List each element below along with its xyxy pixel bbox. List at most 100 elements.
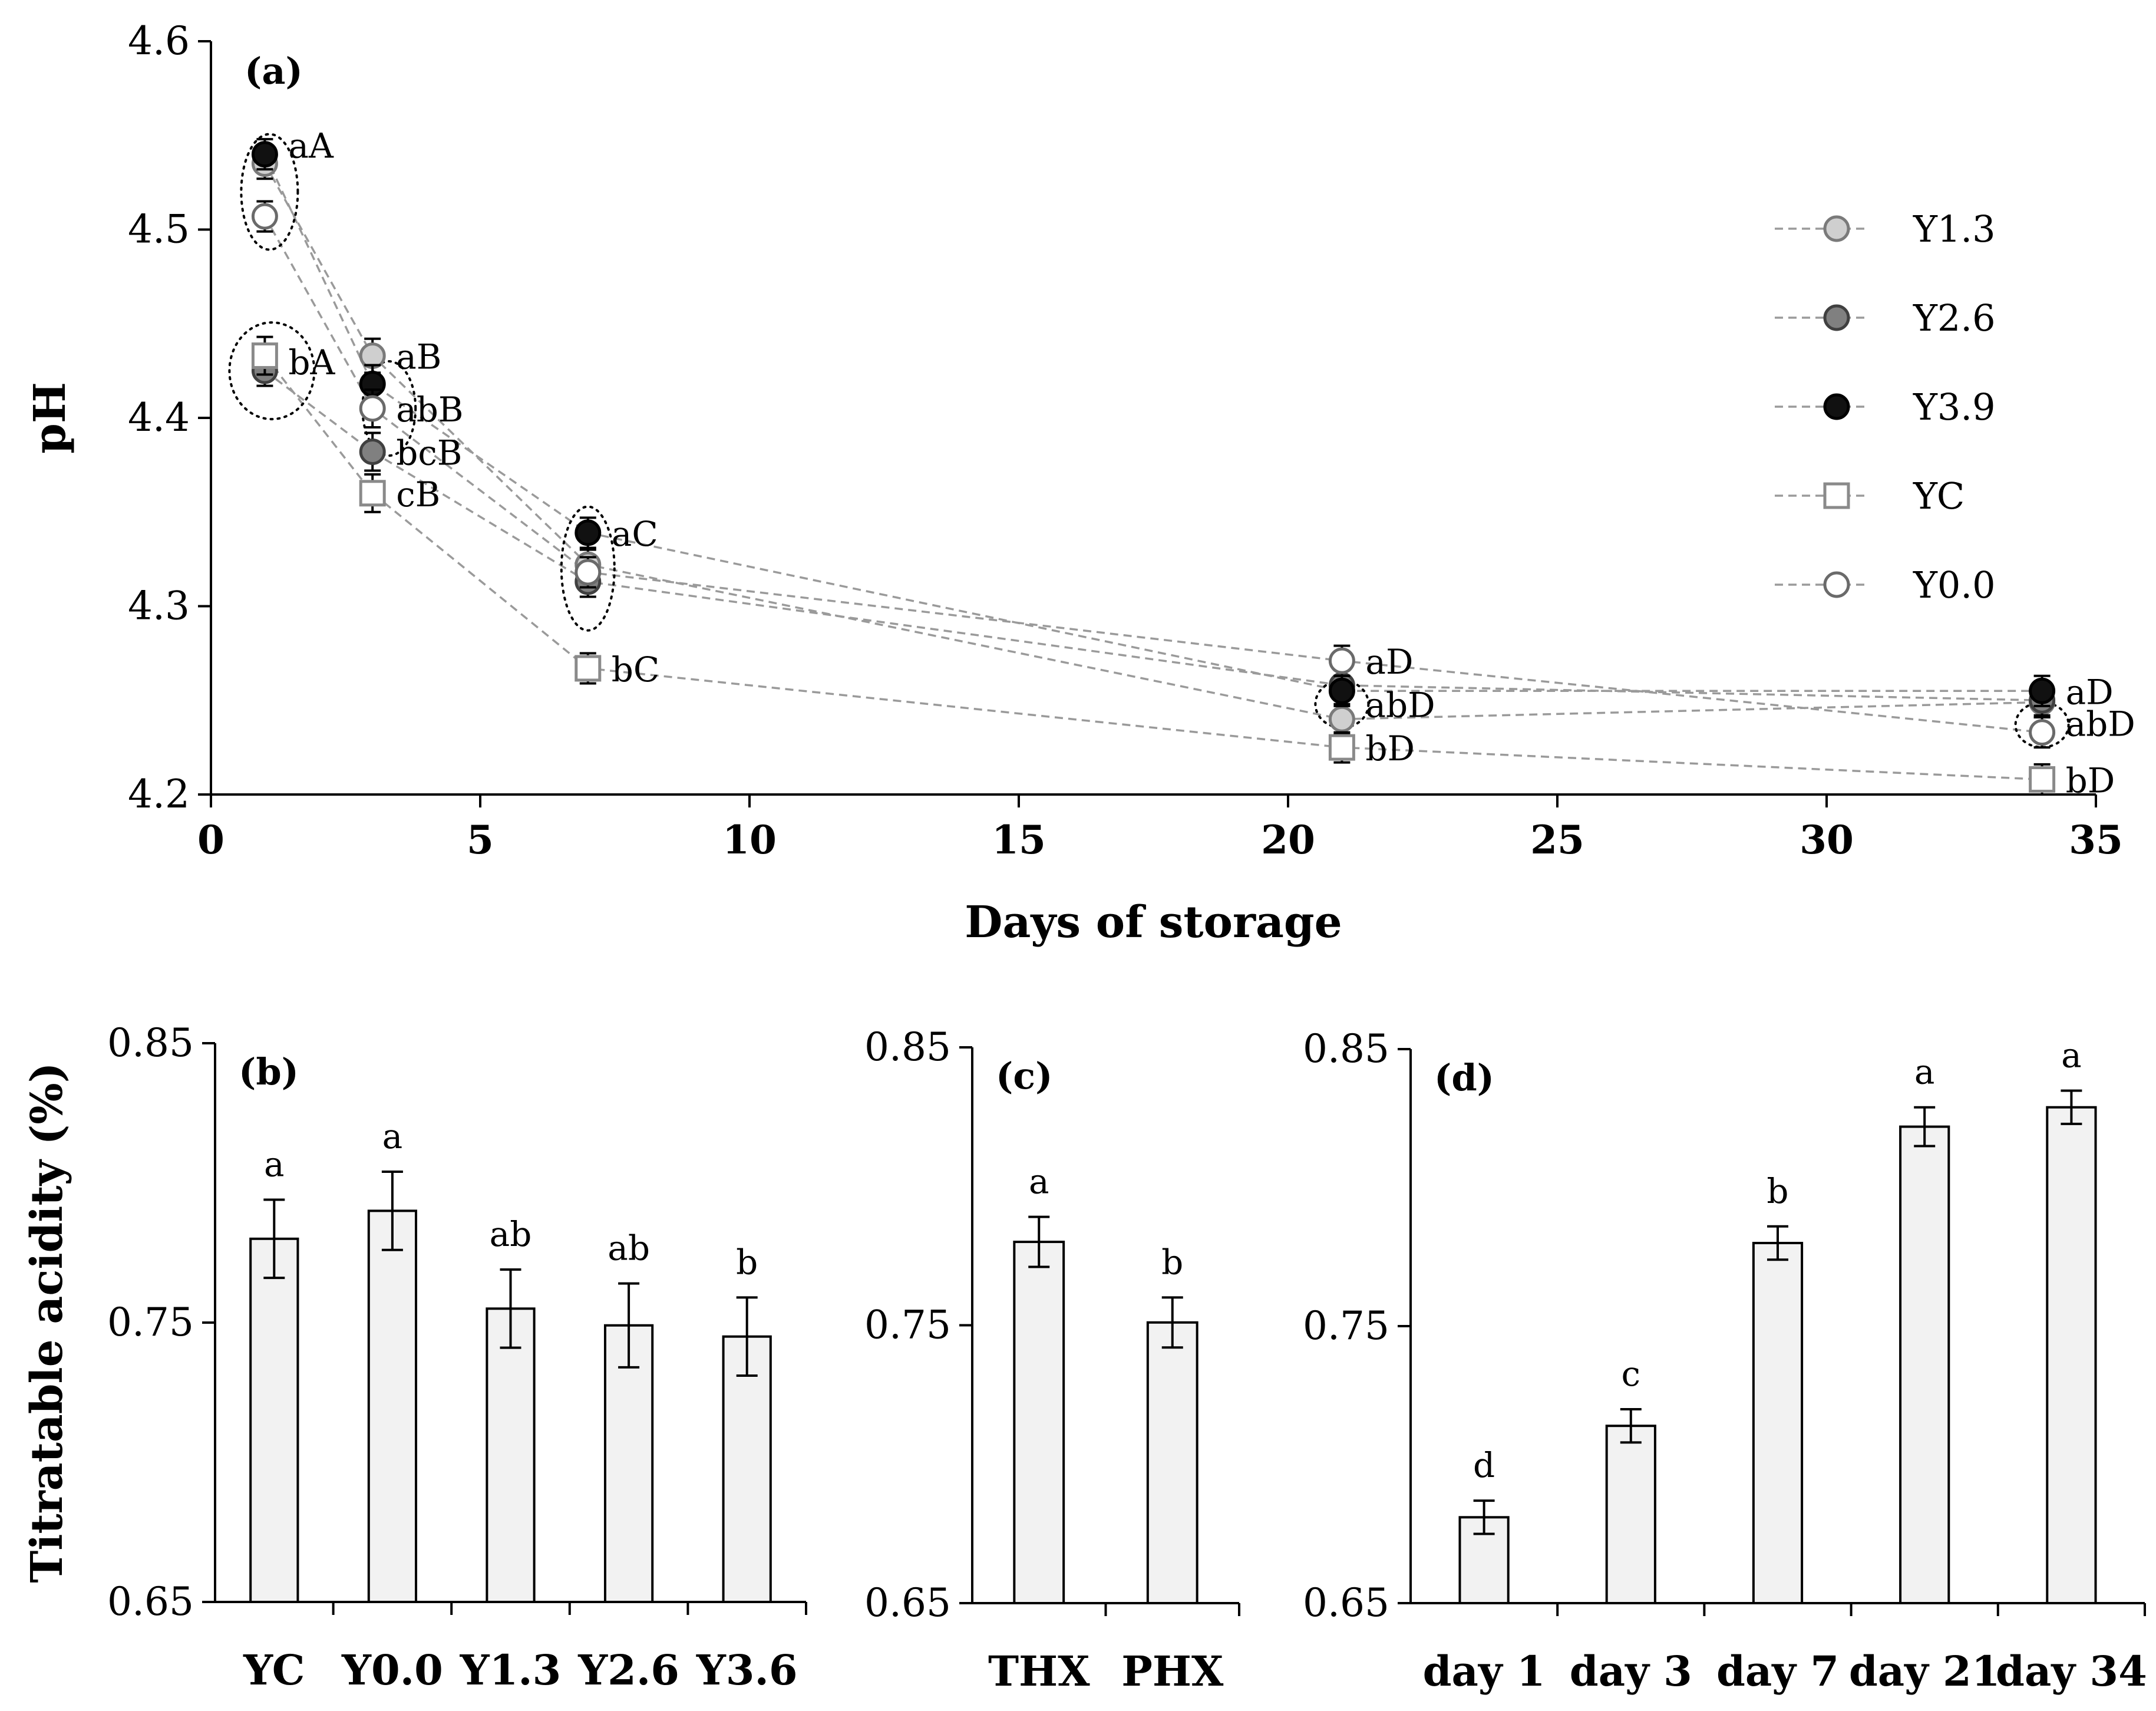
y-tick-label: 0.75 [864, 1303, 951, 1348]
series-line-YC [264, 355, 2042, 781]
x-tick-label: 35 [2069, 817, 2123, 863]
x-category-label: PHX [1121, 1647, 1224, 1696]
significance-label: bC [612, 650, 660, 690]
bar-THX [1013, 1241, 1065, 1605]
significance-letter: b [736, 1242, 758, 1282]
x-category-label: day 7 [1716, 1647, 1839, 1696]
bar-day-3 [1605, 1425, 1656, 1604]
group-ellipse [228, 321, 316, 421]
legend-marker [1823, 393, 1850, 420]
data-point-Y2.6 [359, 439, 386, 466]
data-point-YC [575, 655, 602, 682]
significance-letter: a [264, 1144, 285, 1184]
legend-marker [1823, 304, 1850, 331]
y-tick-label: 0.65 [864, 1580, 951, 1626]
significance-letter: ab [607, 1228, 650, 1268]
significance-letter: a [1029, 1162, 1049, 1202]
y-tick-label: 4.3 [128, 583, 190, 629]
data-point-Y0.0 [575, 559, 602, 586]
bar-Y3.6 [722, 1335, 772, 1603]
x-category-label: day 21 [1849, 1647, 2000, 1696]
y-tick-label: 4.4 [128, 395, 190, 440]
bar-PHX [1146, 1321, 1198, 1604]
x-tick-label: 30 [1800, 817, 1854, 863]
significance-label: aB [396, 337, 441, 377]
data-point-Y3.9 [575, 519, 602, 546]
legend-label: Y0.0 [1913, 563, 1996, 606]
x-category-label: Y2.6 [577, 1646, 679, 1694]
x-category-label: day 34 [1996, 1647, 2147, 1696]
x-category-label: Y1.3 [460, 1646, 562, 1694]
series-line-Y2.6 [264, 370, 2042, 701]
significance-letter: b [1161, 1242, 1183, 1282]
significance-letter: b [1767, 1171, 1788, 1211]
panel-a-ph-chart: 4.2 4.3 4.4 4.5 4.6 0 5 10 15 20 25 30 35 Days of sto… [25, 18, 2135, 948]
group-ellipse [240, 133, 299, 251]
legend-label: Y1.3 [1913, 207, 1996, 250]
significance-letter: ab [490, 1214, 532, 1254]
significance-label: bA [288, 342, 335, 383]
data-point-YC [2029, 766, 2056, 793]
legend-label: YC [1913, 474, 1964, 517]
bar-day-34 [2046, 1106, 2097, 1604]
y-tick-label: 0.85 [1303, 1026, 1389, 1072]
panel-label: (d) [1434, 1056, 1494, 1099]
x-category-label: day 1 [1423, 1647, 1546, 1696]
panel-c-acidity-by-heating: 0.65 0.75 0.85 a THX b PHX (c) [864, 1024, 1240, 1696]
y-axis-title: Titratable acidity (%) [22, 1062, 72, 1583]
significance-letter: a [2061, 1036, 2082, 1076]
panel-b-acidity-by-treatment: 0.65 0.75 0.85 a YC a Y0.0 ab Y1.3 ab Y2.6 b Y3.6 (b)… [22, 1020, 807, 1694]
group-ellipse [1314, 679, 1370, 729]
data-point-YC [1328, 734, 1355, 761]
significance-label: cB [396, 474, 440, 515]
panel-label: (c) [996, 1054, 1052, 1097]
x-axis-title: Days of storage [965, 897, 1342, 948]
significance-label: abB [396, 390, 463, 430]
data-point-Y3.9 [1328, 677, 1355, 704]
significance-label: bD [2066, 760, 2115, 800]
y-tick-label: 0.65 [1303, 1580, 1389, 1626]
panel-label: (a) [245, 50, 303, 93]
series-line-Y1.3 [263, 163, 2042, 720]
x-tick-label: 10 [722, 817, 777, 863]
data-point-YC [359, 480, 386, 507]
significance-letter: d [1473, 1445, 1495, 1485]
x-tick-label: 20 [1261, 817, 1315, 863]
y-tick-label: 4.6 [128, 18, 190, 64]
significance-letter: c [1622, 1354, 1640, 1394]
legend-marker [1823, 571, 1850, 598]
x-tick-label: 25 [1530, 817, 1584, 863]
group-ellipse [560, 505, 616, 632]
bar-YC [249, 1237, 299, 1604]
y-axis-title: pH [25, 382, 75, 454]
data-point-Y0.0 [2029, 719, 2056, 746]
data-point-Y1.3 [1328, 706, 1355, 733]
data-point-Y0.0 [1328, 647, 1355, 674]
significance-label: bcB [396, 433, 462, 473]
data-point-Y0.0 [251, 203, 278, 230]
significance-label: aC [612, 514, 658, 554]
x-category-label: THX [988, 1647, 1090, 1696]
panel-d-acidity-by-day: 0.65 0.75 0.85 d day 1 c day 3 b day 7 a day 21 a da… [1303, 1026, 2147, 1696]
significance-label: bD [1365, 728, 1415, 769]
x-category-label: Y0.0 [341, 1646, 443, 1694]
x-category-label: Y3.6 [696, 1646, 798, 1694]
y-tick-label: 0.65 [107, 1579, 194, 1624]
significance-label: abD [1365, 685, 1435, 726]
data-point-Y0.0 [359, 395, 386, 422]
significance-label: aD [2066, 672, 2114, 712]
bar-day-21 [1899, 1125, 1950, 1604]
x-category-label: YC [243, 1646, 305, 1694]
x-tick-label: 15 [992, 817, 1046, 863]
legend-label: Y2.6 [1913, 296, 1996, 339]
series-line-Y3.9 [263, 153, 2042, 693]
significance-letter: a [382, 1116, 403, 1156]
significance-label: abD [2066, 704, 2135, 744]
legend-label: Y3.9 [1913, 385, 1996, 428]
bar-day-7 [1752, 1242, 1804, 1604]
y-tick-label: 4.5 [128, 207, 190, 252]
y-tick-label: 0.85 [864, 1024, 951, 1070]
x-tick-label: 5 [467, 817, 494, 863]
y-tick-label: 0.75 [107, 1300, 194, 1345]
